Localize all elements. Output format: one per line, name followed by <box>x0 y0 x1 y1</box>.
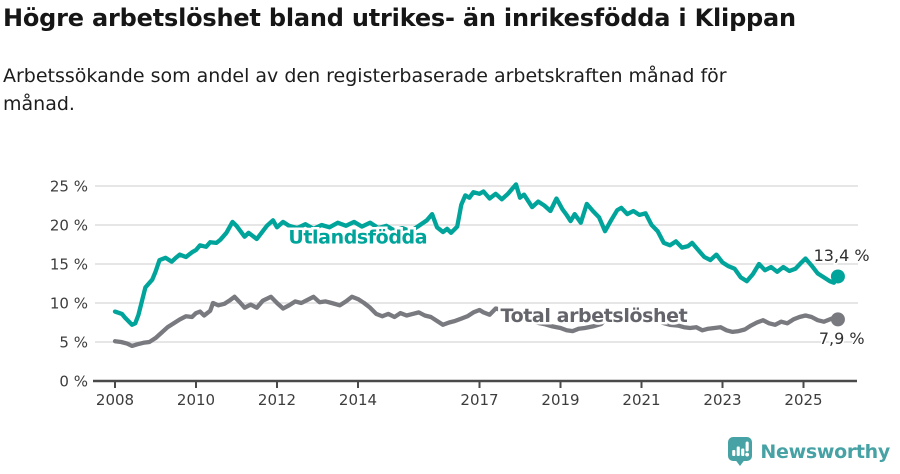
y-axis-label: 5 % <box>59 334 88 352</box>
end-value-label-total: 7,9 % <box>819 329 865 348</box>
page-title: Högre arbetslöshet bland utrikes- än inr… <box>3 4 796 32</box>
y-axis-label: 25 % <box>50 178 88 196</box>
x-axis-label: 2012 <box>258 391 296 409</box>
y-axis-label: 20 % <box>50 217 88 235</box>
x-axis-label: 2010 <box>177 391 215 409</box>
subtitle-line-1: Arbetssökande som andel av den registerb… <box>3 65 727 87</box>
x-axis-label: 2017 <box>460 391 498 409</box>
y-axis-label: 0 % <box>59 373 88 391</box>
x-axis-label: 2014 <box>339 391 377 409</box>
x-axis-label: 2025 <box>784 391 822 409</box>
x-axis-label: 2008 <box>96 391 134 409</box>
total-end-dot <box>830 312 845 327</box>
y-axis-label: 15 % <box>50 256 88 274</box>
total-line <box>112 294 841 349</box>
subtitle-line-2: månad. <box>3 93 75 115</box>
utlandsfodda-end-dot <box>830 269 845 284</box>
utlandsfodda-series-label: Utlandsfödda <box>288 226 427 248</box>
x-axis-label: 2021 <box>622 391 660 409</box>
brand-name: Newsworthy <box>760 440 890 463</box>
total-series-label: Total arbetslöshet <box>501 305 688 327</box>
newsworthy-logo[interactable]: Newsworthy <box>727 437 890 466</box>
chart-subtitle: Arbetssökande som andel av den registerb… <box>3 62 843 118</box>
utlandsfodda-line <box>112 182 841 327</box>
logo-bars-and-exclamation <box>732 441 750 457</box>
bar-chart-exclamation-speech-bubble-icon <box>728 437 753 466</box>
x-axis-label: 2023 <box>703 391 741 409</box>
x-axis-label: 2019 <box>541 391 579 409</box>
end-value-label-utlandsfodda: 13,4 % <box>814 246 870 265</box>
y-axis-label: 10 % <box>50 295 88 313</box>
logo-bubble <box>728 437 753 466</box>
